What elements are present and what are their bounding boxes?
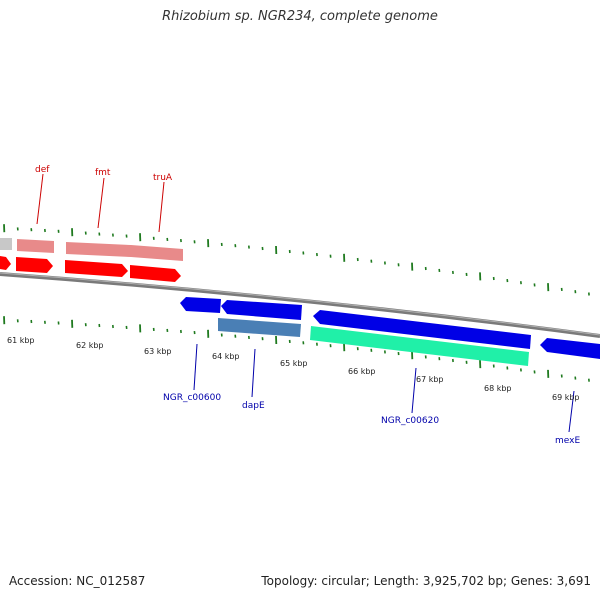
kbp-label: 62 kbp	[76, 341, 104, 350]
kbp-label: 61 kbp	[7, 336, 35, 345]
reverse-features	[180, 297, 600, 366]
kbp-labels: 61 kbp 62 kbp 63 kbp 64 kbp 65 kbp 66 kb…	[7, 336, 580, 402]
feature-red-partial[interactable]	[0, 256, 11, 270]
gene-label-def[interactable]: def	[35, 165, 50, 175]
gene-label-fmt[interactable]: fmt	[95, 168, 111, 178]
gene-label-ngr-c00600[interactable]: NGR_c00600	[163, 393, 221, 403]
forward-features	[0, 238, 183, 282]
feature-pink-1[interactable]	[17, 239, 54, 253]
forward-gene-labels: def fmt truA	[35, 165, 173, 233]
feature-blue-ngr-c00600[interactable]	[221, 300, 302, 320]
kbp-label: 65 kbp	[280, 359, 308, 368]
feature-red-trua[interactable]	[130, 265, 181, 282]
upper-tick-track	[3, 224, 590, 296]
feature-steel-dape[interactable]	[218, 318, 301, 337]
genome-summary-text: Topology: circular; Length: 3,925,702 bp…	[261, 574, 591, 588]
fmt-label-line	[97, 177, 105, 229]
ngr-c00620-label-line	[411, 367, 417, 414]
accession-text: Accession: NC_012587	[9, 574, 146, 588]
kbp-label: 67 kbp	[416, 375, 444, 384]
feature-blue-1[interactable]	[180, 297, 221, 313]
kbp-label: 66 kbp	[348, 367, 376, 376]
feature-blue-ngr-c00620[interactable]	[313, 310, 531, 349]
kbp-label: 63 kbp	[144, 347, 172, 356]
reverse-gene-labels: NGR_c00600 dapE NGR_c00620 mexE	[163, 343, 580, 446]
kbp-label: 69 kbp	[552, 393, 580, 402]
feature-pink-fmt[interactable]	[66, 242, 131, 257]
feature-teal-ngr-c00620[interactable]	[310, 326, 529, 366]
trua-label-line	[158, 181, 165, 233]
dape-label-line	[251, 348, 256, 398]
lower-tick-track	[3, 316, 590, 382]
feature-blue-mexe[interactable]	[540, 338, 600, 359]
kbp-label: 68 kbp	[484, 384, 512, 393]
gene-label-dape[interactable]: dapE	[242, 401, 265, 411]
genome-backbone-highlight	[0, 272, 600, 336]
gene-label-ngr-c00620[interactable]: NGR_c00620	[381, 416, 439, 426]
feature-red-def[interactable]	[16, 257, 53, 273]
def-label-line	[36, 173, 44, 225]
mexe-label-line	[568, 390, 575, 433]
feature-pink-trua[interactable]	[131, 245, 183, 261]
genome-backbone	[0, 272, 600, 338]
kbp-label: 64 kbp	[212, 352, 240, 361]
feature-grey-partial[interactable]	[0, 238, 12, 250]
map-title: Rhizobium sp. NGR234, complete genome	[162, 9, 438, 24]
gene-label-mexe[interactable]: mexE	[555, 436, 580, 446]
gene-label-trua[interactable]: truA	[153, 173, 173, 183]
ngr-c00600-label-line	[193, 343, 198, 391]
feature-red-fmt[interactable]	[65, 260, 128, 277]
